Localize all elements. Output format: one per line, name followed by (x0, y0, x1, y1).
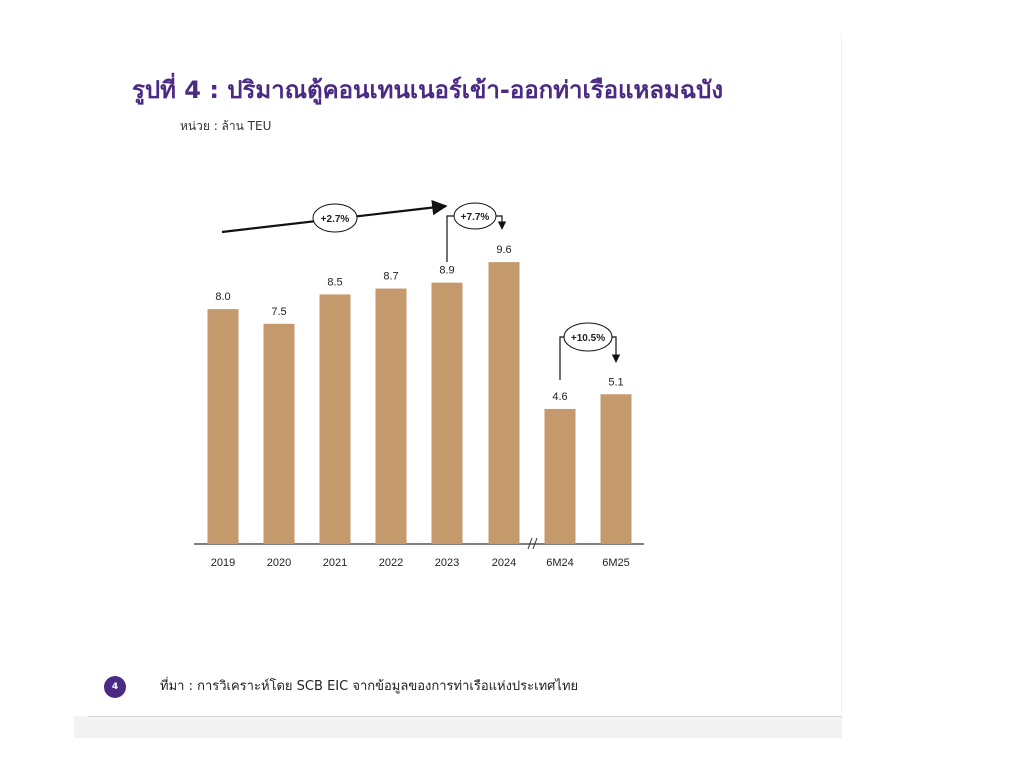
bar-2020 (263, 323, 295, 544)
x-tick-label-2019: 2019 (211, 557, 235, 569)
bar-2021 (319, 294, 351, 544)
x-tick-label-2023: 2023 (435, 557, 459, 569)
data-label-2024: 9.6 (496, 244, 511, 256)
bar-2024 (488, 262, 520, 544)
growth-label-6m24-6m25: +10.5% (571, 333, 605, 344)
data-label-2023: 8.9 (439, 265, 454, 277)
data-label-2019: 8.0 (215, 291, 230, 303)
bars-layer: 8.0 2019 7.5 2020 8.5 2021 8.7 2022 8.9 2023 9.6 20… (194, 244, 644, 569)
data-label-2020: 7.5 (271, 306, 286, 318)
axis-break-mark (527, 537, 533, 550)
x-tick-label-2021: 2021 (323, 557, 347, 569)
bar-2023 (431, 282, 463, 544)
data-label-6m25: 5.1 (608, 376, 623, 388)
x-tick-label-6m25: 6M25 (602, 557, 630, 569)
x-tick-label-2024: 2024 (492, 557, 516, 569)
x-tick-label-2022: 2022 (379, 557, 403, 569)
annotations-layer: +2.7% +7.7% +10.5% (221, 199, 621, 380)
growth-bubble-6m24-6m25 (563, 322, 613, 352)
bar-2019 (207, 309, 239, 544)
data-label-6m24: 4.6 (552, 391, 567, 403)
source-note: ที่มา : การวิเคราะห์โดย SCB EIC จากข้อมู… (160, 679, 579, 694)
growth-bubble-2023-2024 (453, 202, 497, 230)
bar-6m24 (544, 408, 576, 544)
growth-bubble-2019-2023 (312, 203, 358, 233)
data-label-2021: 8.5 (327, 276, 342, 288)
unit-label: หน่วย : ล้าน TEU (180, 119, 272, 133)
slide-bottom-divider (88, 716, 842, 717)
chart-title: รูปที่ 4 : ปริมาณตู้คอนเทนเนอร์เข้า-ออกท… (132, 76, 724, 104)
slide-bottom-margin (74, 716, 842, 738)
bar-2022 (375, 288, 407, 544)
growth-label-2019-2023: +2.7% (321, 214, 350, 225)
axis-break-mark (532, 537, 538, 550)
x-tick-label-6m24: 6M24 (546, 557, 574, 569)
data-label-2022: 8.7 (383, 271, 398, 283)
x-tick-label-2020: 2020 (267, 557, 291, 569)
growth-label-2023-2024: +7.7% (461, 212, 490, 223)
bar-6m25 (600, 394, 632, 544)
page-number-badge: 4 (104, 676, 126, 698)
